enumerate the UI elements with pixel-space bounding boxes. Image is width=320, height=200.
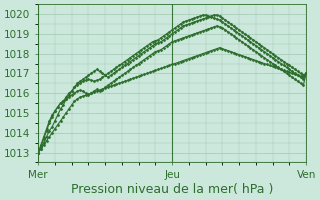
X-axis label: Pression niveau de la mer( hPa ): Pression niveau de la mer( hPa ) [71, 183, 273, 196]
